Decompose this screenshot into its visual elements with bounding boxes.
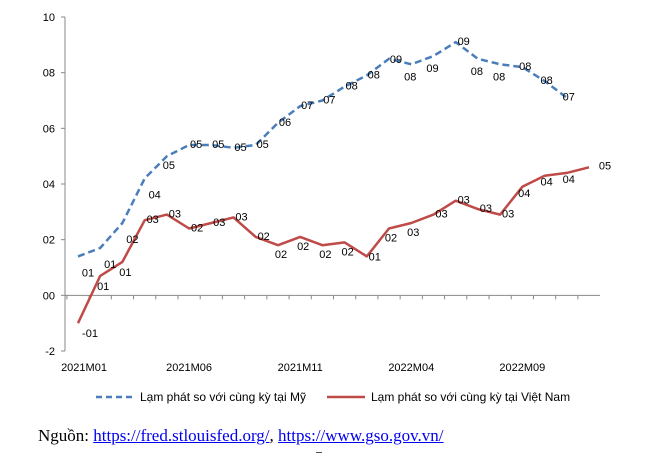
chart-axes: -2 00 02 04 06 08 10 2021M01 2021M06 2021M11 2022M… [43,12,600,374]
chart-series [76,40,590,324]
data-label-us: 08 [493,71,505,83]
data-label-us: 05 [257,139,269,151]
data-label-vietnam: 02 [275,249,287,261]
data-label-us: 05 [234,142,246,154]
data-label-vietnam: 02 [258,231,270,243]
data-label-vietnam: 03 [435,209,447,221]
data-label-vietnam: 05 [599,160,611,172]
data-label-us: 06 [279,117,291,129]
data-label-vietnam: 02 [191,223,203,235]
data-label-vietnam: 02 [319,249,331,261]
data-label-us: 08 [519,61,531,73]
source-link-gso[interactable]: https://www.gso.gov.vn/ [278,426,444,445]
y-tick-label: -2 [45,346,55,358]
page-mark [316,452,322,453]
y-tick-label: 06 [43,123,55,135]
data-label-vietnam: 01 [97,281,109,293]
data-label-vietnam: 03 [147,214,159,226]
x-tick-label: 2021M06 [166,362,212,374]
x-tick-label: 2021M11 [278,362,323,374]
data-label-vietnam: 04 [563,174,575,186]
data-label-us: 08 [368,69,380,81]
source-prefix: Nguồn: [38,426,94,445]
x-tick-label: 2022M09 [499,362,545,374]
data-label-us: 09 [426,63,438,75]
data-label-vietnam: 02 [297,241,309,253]
data-label-vietnam: 03 [407,227,419,239]
data-label-vietnam: 04 [518,188,530,200]
y-tick-label: 10 [43,12,55,24]
source-link-fred[interactable]: https://fred.stlouisfed.org/ [93,426,270,445]
data-label-vietnam: -01 [82,328,98,340]
y-tick-label: 02 [43,235,55,247]
series-line-vietnam [76,166,590,324]
data-label-vietnam: 03 [502,209,514,221]
y-tick-label: 00 [43,290,55,302]
data-label-vietnam: 04 [540,177,552,189]
chart-legend: Lạm phát so với cùng kỳ tại Mỹ Lạm phát … [96,390,570,404]
x-tick-label: 2022M04 [388,362,434,374]
series-line-us [77,40,568,258]
data-label-us: 07 [563,92,575,104]
data-label-us: 08 [471,66,483,78]
data-label-us: 08 [404,71,416,83]
data-label-us: 08 [540,75,552,87]
data-label-vietnam: 01 [119,267,131,279]
source-line: Nguồn: https://fred.stlouisfed.org/, htt… [38,426,444,446]
data-label-us: 05 [212,139,224,151]
data-label-us: 04 [149,189,161,201]
data-label-vietnam: 03 [458,195,470,207]
x-tick-label: 2021M01 [61,362,107,374]
data-label-us: 08 [345,81,357,93]
data-label-us: 07 [301,100,313,112]
data-label-us: 05 [163,160,175,172]
source-separator: , [269,426,279,445]
data-label-vietnam: 03 [480,203,492,215]
line-chart: -2 00 02 04 06 08 10 2021M01 2021M06 2021M11 2022M… [43,12,611,404]
data-label-vietnam: 02 [385,233,397,245]
data-label-us: 09 [458,36,470,48]
data-label-us: 07 [323,95,335,107]
data-label-vietnam: 03 [235,211,247,223]
y-tick-label: 08 [43,68,55,80]
data-label-vietnam: 02 [341,246,353,258]
data-label-us: 01 [82,267,94,279]
data-label-vietnam: 03 [169,209,181,221]
data-label-us: 01 [104,259,116,271]
data-label-vietnam: 03 [213,217,225,229]
data-label-us: 02 [126,234,138,246]
data-label-vietnam: 01 [369,251,381,263]
y-tick-label: 04 [43,179,55,191]
data-label-us: 05 [190,139,202,151]
legend-vn-label: Lạm phát so với cùng kỳ tại Việt Nam [371,390,570,404]
legend-us-label: Lạm phát so với cùng kỳ tại Mỹ [140,390,306,404]
data-label-us: 09 [390,54,402,66]
